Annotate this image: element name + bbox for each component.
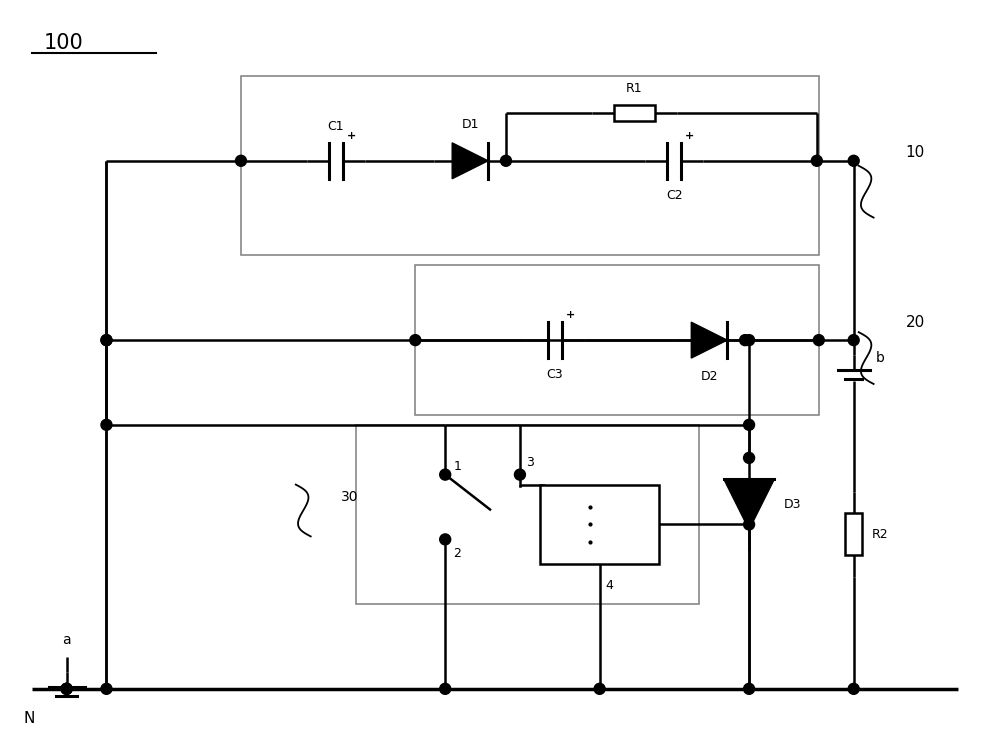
Text: 2: 2	[453, 548, 461, 560]
Circle shape	[61, 683, 72, 694]
Text: 30: 30	[341, 490, 358, 503]
Circle shape	[101, 334, 112, 346]
Text: C2: C2	[666, 189, 683, 202]
Circle shape	[594, 683, 605, 694]
Bar	[415, 266, 819, 415]
Circle shape	[848, 334, 859, 346]
Text: 10: 10	[905, 146, 925, 160]
Text: a: a	[62, 633, 71, 647]
Text: +: +	[685, 130, 695, 141]
Bar	[540, 484, 659, 564]
Bar	[356, 424, 699, 604]
Circle shape	[440, 683, 451, 694]
Text: N: N	[24, 711, 35, 726]
Circle shape	[514, 470, 525, 480]
Text: +: +	[347, 130, 356, 141]
Polygon shape	[724, 479, 774, 530]
Circle shape	[101, 334, 112, 346]
Text: R2: R2	[872, 528, 889, 541]
Polygon shape	[452, 142, 488, 178]
Circle shape	[811, 155, 822, 166]
Circle shape	[744, 683, 755, 694]
Circle shape	[740, 334, 751, 346]
Text: 1: 1	[453, 460, 461, 472]
Circle shape	[101, 419, 112, 430]
Bar	[241, 76, 819, 256]
Circle shape	[813, 334, 824, 346]
Circle shape	[500, 155, 511, 166]
Text: 20: 20	[905, 315, 925, 330]
Text: 100: 100	[44, 33, 83, 53]
Text: C1: C1	[327, 120, 344, 133]
Text: D1: D1	[461, 118, 479, 131]
Text: b: b	[876, 351, 884, 365]
Circle shape	[101, 683, 112, 694]
Text: D3: D3	[784, 498, 802, 511]
Circle shape	[61, 683, 72, 694]
Circle shape	[848, 683, 859, 694]
Text: R1: R1	[626, 82, 643, 94]
Text: C3: C3	[546, 368, 563, 381]
Circle shape	[440, 470, 451, 480]
Bar	[845, 514, 862, 555]
Bar	[614, 104, 655, 122]
Circle shape	[410, 334, 421, 346]
Text: 3: 3	[526, 456, 534, 469]
Circle shape	[61, 683, 72, 694]
Circle shape	[848, 155, 859, 166]
Circle shape	[440, 534, 451, 544]
Circle shape	[235, 155, 246, 166]
Text: +: +	[566, 310, 575, 320]
Circle shape	[744, 419, 755, 430]
Text: 4: 4	[606, 579, 614, 592]
Circle shape	[744, 452, 755, 464]
Text: D2: D2	[700, 370, 718, 383]
Polygon shape	[691, 322, 727, 358]
Circle shape	[744, 519, 755, 530]
Circle shape	[744, 334, 755, 346]
